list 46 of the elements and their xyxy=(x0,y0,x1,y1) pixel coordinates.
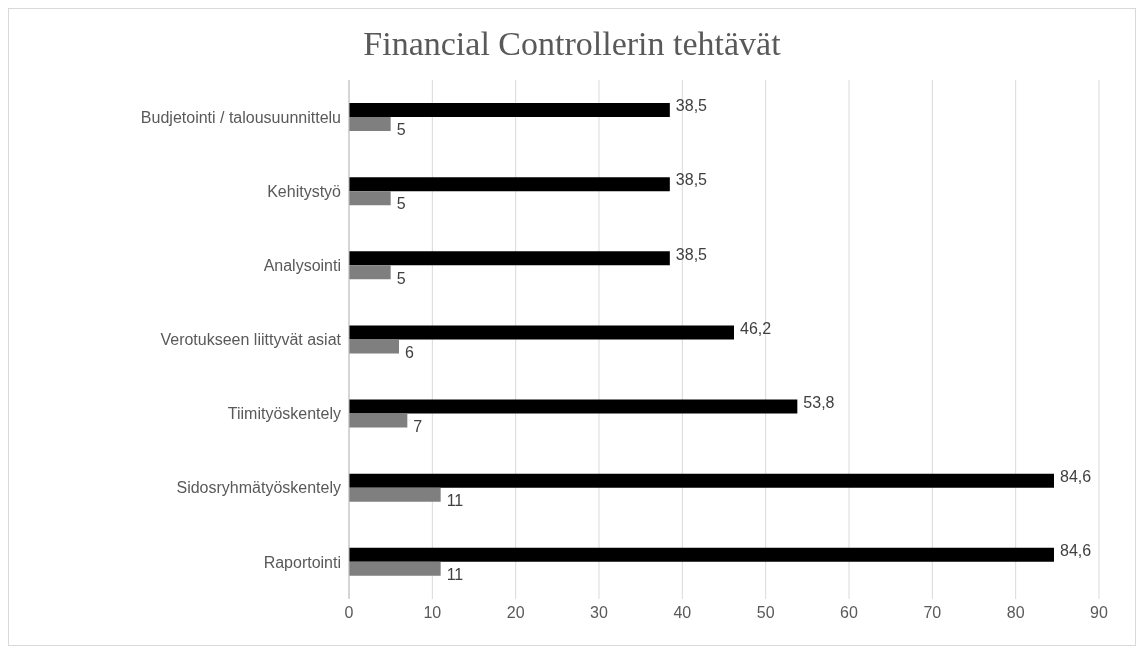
x-tick-label: 80 xyxy=(1006,604,1025,622)
data-label: 38,5 xyxy=(675,97,708,115)
x-tick-label: 10 xyxy=(423,604,442,622)
data-label: 53,8 xyxy=(803,393,835,411)
bar xyxy=(349,251,670,266)
data-label: 38,5 xyxy=(675,171,708,189)
y-tick-label: Analysointi xyxy=(263,257,341,275)
data-label: 6 xyxy=(405,343,414,361)
bar xyxy=(349,413,408,428)
bar xyxy=(349,487,441,502)
y-tick-label: Tiimityöskentely xyxy=(227,405,341,423)
y-tick-label: Raportointi xyxy=(263,553,341,571)
bar xyxy=(349,177,670,192)
x-tick-label: 20 xyxy=(506,604,525,622)
bar xyxy=(349,325,734,340)
y-tick-label: Budjetointi / talousuunnittelu xyxy=(140,108,341,126)
y-tick-label: Verotukseen liittyvät asiat xyxy=(160,331,342,349)
x-tick-label: 60 xyxy=(840,604,858,622)
bar xyxy=(349,191,391,206)
data-label: 84,6 xyxy=(1060,467,1092,485)
data-label: 11 xyxy=(446,566,464,584)
x-tick-label: 30 xyxy=(590,604,608,622)
bar xyxy=(349,117,391,131)
data-label: 7 xyxy=(413,417,423,435)
x-tick-label: 90 xyxy=(1090,604,1108,622)
bar xyxy=(349,265,391,280)
bar xyxy=(349,561,441,576)
y-tick-label: Kehitystyö xyxy=(267,182,342,200)
x-tick-label: 40 xyxy=(673,604,692,622)
data-label: 84,6 xyxy=(1060,542,1092,560)
bar xyxy=(349,339,399,354)
data-label: 11 xyxy=(446,491,464,509)
data-label: 38,5 xyxy=(675,245,708,263)
bar xyxy=(349,399,798,414)
data-label: 46,2 xyxy=(740,319,772,337)
x-tick-label: 70 xyxy=(923,604,942,622)
bar xyxy=(349,473,1054,488)
data-label: 5 xyxy=(396,121,406,139)
y-tick-label: Sidosryhmätyöskentely xyxy=(176,479,341,497)
chart-title: Financial Controllerin tehtävät xyxy=(362,24,782,64)
x-tick-label: 0 xyxy=(344,604,354,622)
bar xyxy=(349,547,1054,562)
bar xyxy=(349,103,670,117)
x-tick-label: 50 xyxy=(756,604,775,622)
data-label: 5 xyxy=(396,195,406,213)
data-label: 5 xyxy=(396,269,406,287)
